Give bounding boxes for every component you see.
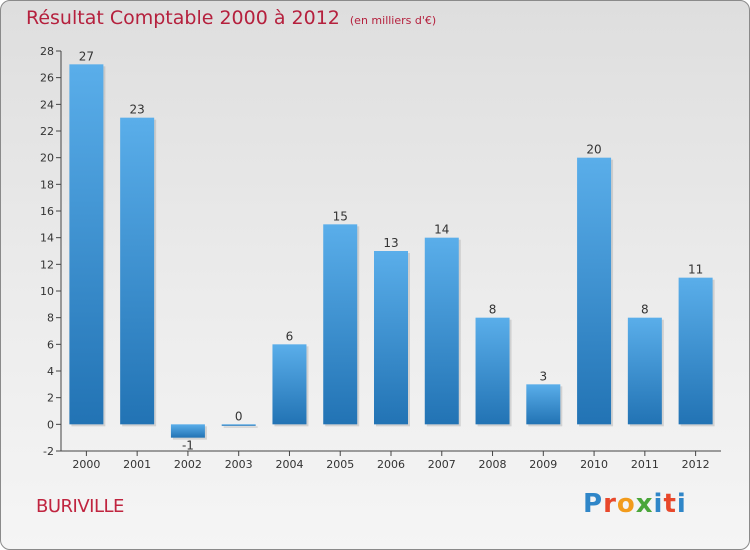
chart-title-text: Résultat Comptable 2000 à 2012 — [26, 7, 340, 29]
y-tick-label: 2 — [47, 392, 54, 405]
y-tick-label: 20 — [40, 152, 54, 165]
logo-letter: x — [635, 489, 654, 519]
y-tick-label: 22 — [40, 125, 54, 138]
bar-value-label: 23 — [130, 103, 145, 117]
y-tick-label: 26 — [40, 72, 54, 85]
bar-value-label: 0 — [235, 409, 243, 423]
x-tick-label: 2008 — [479, 458, 507, 471]
bar — [627, 317, 662, 425]
x-tick-label: 2004 — [275, 458, 303, 471]
bar — [475, 317, 510, 425]
y-tick-label: 12 — [40, 258, 54, 271]
x-tick-label: 2006 — [377, 458, 405, 471]
bar-value-label: 20 — [586, 143, 601, 157]
logo-letter: P — [583, 489, 604, 519]
y-tick-label: 24 — [40, 98, 54, 111]
bar — [69, 64, 104, 425]
y-tick-label: 14 — [40, 232, 54, 245]
proxiti-logo[interactable]: Proxiti — [583, 489, 687, 519]
bar — [221, 424, 256, 426]
bar-value-label: 15 — [333, 209, 348, 223]
commune-name: BURIVILLE — [36, 496, 124, 517]
logo-letter: t — [663, 489, 677, 519]
logo-letter: o — [616, 489, 636, 519]
bar-value-label: 14 — [434, 223, 449, 237]
bar-value-label: -1 — [182, 439, 194, 453]
x-tick-label: 2003 — [225, 458, 253, 471]
x-tick-label: 2007 — [428, 458, 456, 471]
bar-value-label: 13 — [383, 236, 398, 250]
y-tick-label: 16 — [40, 205, 54, 218]
y-tick-label: 4 — [47, 365, 54, 378]
y-tick-label: 18 — [40, 178, 54, 191]
bar — [272, 344, 307, 425]
bar — [170, 424, 205, 438]
bar-shadow — [223, 426, 258, 428]
logo-letter: i — [653, 489, 664, 519]
x-tick-label: 2005 — [326, 458, 354, 471]
y-tick-label: 0 — [47, 418, 54, 431]
bar-value-label: 11 — [688, 263, 703, 277]
y-tick-label: 10 — [40, 285, 54, 298]
bar — [374, 251, 408, 425]
y-tick-label: 6 — [47, 338, 54, 351]
x-tick-label: 2010 — [580, 458, 608, 471]
logo-letter: i — [676, 489, 687, 519]
x-tick-label: 2002 — [174, 458, 202, 471]
bar-value-label: 27 — [79, 49, 94, 63]
bar — [424, 237, 459, 425]
bar-value-label: 8 — [641, 303, 649, 317]
y-tick-label: 28 — [40, 45, 54, 58]
x-tick-label: 2000 — [72, 458, 100, 471]
bar-value-label: 8 — [489, 303, 497, 317]
x-tick-label: 2001 — [123, 458, 151, 471]
x-tick-label: 2009 — [529, 458, 557, 471]
x-tick-label: 2011 — [631, 458, 659, 471]
logo-letter: r — [603, 489, 617, 519]
chart-title: Résultat Comptable 2000 à 2012 (en millie… — [26, 7, 436, 29]
bar-value-label: 3 — [539, 369, 547, 383]
bar — [120, 117, 155, 425]
bar-value-label: 6 — [286, 329, 294, 343]
y-tick-label: -2 — [43, 445, 54, 458]
y-tick-label: 8 — [47, 312, 54, 325]
bar — [526, 384, 561, 425]
bar — [323, 224, 358, 425]
chart-subtitle: (en milliers d'€) — [349, 14, 437, 27]
bar — [577, 157, 612, 425]
bar — [678, 277, 713, 425]
x-tick-label: 2012 — [682, 458, 710, 471]
